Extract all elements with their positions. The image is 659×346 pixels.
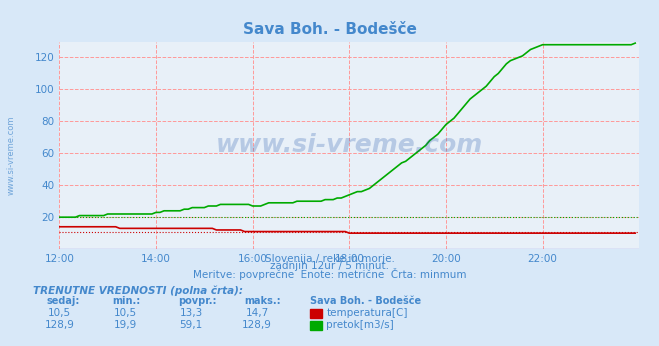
Text: www.si-vreme.com: www.si-vreme.com (7, 116, 16, 195)
Text: 128,9: 128,9 (242, 320, 272, 330)
Text: povpr.:: povpr.: (178, 296, 216, 306)
Text: 10,5: 10,5 (47, 308, 71, 318)
Text: 10,5: 10,5 (113, 308, 137, 318)
Text: 14,7: 14,7 (245, 308, 269, 318)
Text: temperatura[C]: temperatura[C] (326, 308, 408, 318)
Text: 59,1: 59,1 (179, 320, 203, 330)
Text: pretok[m3/s]: pretok[m3/s] (326, 320, 394, 330)
Text: 128,9: 128,9 (44, 320, 74, 330)
Text: TRENUTNE VREDNOSTI (polna črta):: TRENUTNE VREDNOSTI (polna črta): (33, 285, 243, 296)
Text: Sava Boh. - Bodešče: Sava Boh. - Bodešče (243, 22, 416, 37)
Text: Slovenija / reke in morje.: Slovenija / reke in morje. (264, 254, 395, 264)
Text: min.:: min.: (112, 296, 140, 306)
Text: maks.:: maks.: (244, 296, 281, 306)
Text: 13,3: 13,3 (179, 308, 203, 318)
Text: 19,9: 19,9 (113, 320, 137, 330)
Text: Meritve: povprečne  Enote: metrične  Črta: minmum: Meritve: povprečne Enote: metrične Črta:… (192, 268, 467, 280)
Text: Sava Boh. - Bodešče: Sava Boh. - Bodešče (310, 296, 421, 306)
Text: zadnjih 12ur / 5 minut.: zadnjih 12ur / 5 minut. (270, 261, 389, 271)
Text: www.si-vreme.com: www.si-vreme.com (215, 133, 483, 157)
Text: sedaj:: sedaj: (46, 296, 80, 306)
